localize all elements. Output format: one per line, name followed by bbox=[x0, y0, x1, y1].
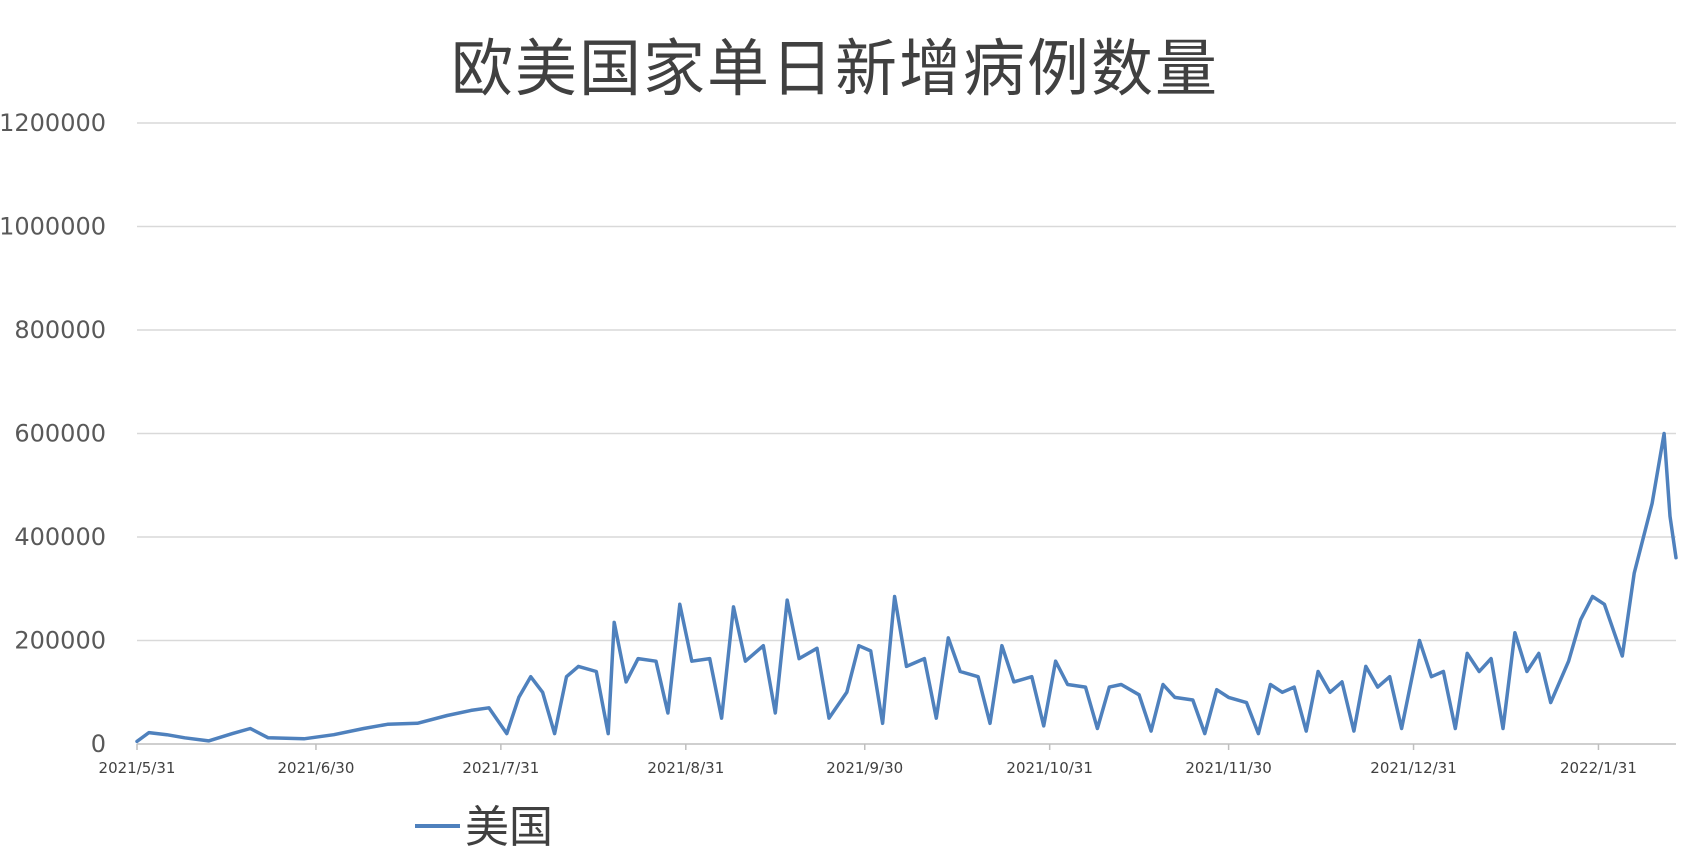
gridlines bbox=[137, 122, 1676, 642]
y-tick-label: 400000 bbox=[14, 523, 106, 551]
y-tick-label: 200000 bbox=[14, 627, 106, 655]
x-axis: 2021/5/31 2021/6/30 2021/7/31 2021/8/31 2021… bbox=[99, 743, 1676, 777]
chart-title: 欧美国家单日新增病例数量 bbox=[450, 32, 1219, 105]
x-tick-label: 2021/11/30 bbox=[1185, 759, 1271, 777]
x-tick-label: 2021/8/31 bbox=[647, 759, 724, 777]
x-tick-label: 2021/9/30 bbox=[826, 759, 903, 777]
x-tick-label: 2021/7/31 bbox=[462, 759, 539, 777]
x-tick-label: 2022/1/31 bbox=[1560, 759, 1637, 777]
series-line bbox=[135, 431, 1678, 744]
y-tick-label: 800000 bbox=[14, 316, 106, 344]
y-tick-label: 1200000 bbox=[0, 109, 106, 137]
legend: 美国 bbox=[415, 802, 553, 853]
y-tick-label: 600000 bbox=[14, 420, 106, 448]
series-lines bbox=[135, 431, 1678, 744]
y-tick-label: 0 bbox=[91, 730, 106, 758]
x-tick-label: 2021/12/31 bbox=[1370, 759, 1456, 777]
legend-label: 美国 bbox=[465, 802, 553, 853]
y-tick-label: 1000000 bbox=[0, 213, 106, 241]
y-axis-tick-labels: 0 200000 400000 600000 800000 1000000 1200000 bbox=[0, 109, 106, 758]
x-tick-label: 2021/5/31 bbox=[99, 759, 176, 777]
x-tick-label: 2021/10/31 bbox=[1006, 759, 1092, 777]
x-tick-label: 2021/6/30 bbox=[277, 759, 354, 777]
